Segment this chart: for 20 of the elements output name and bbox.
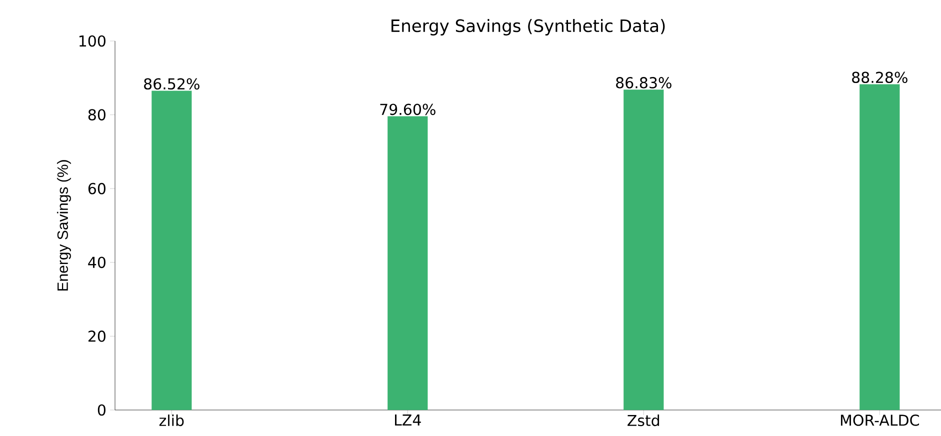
chart-title: Energy Savings (Synthetic Data) (392, 19, 665, 36)
bar (860, 84, 900, 410)
bar (388, 116, 428, 410)
x-tick-label: zlib (159, 414, 184, 426)
y-axis-title: Energy Savings (%) (56, 160, 71, 291)
data-label: 86.52% (144, 78, 200, 90)
data-label: 86.83% (616, 77, 672, 88)
y-tick-label: 40 (88, 256, 106, 268)
x-tick-label: Zstd (628, 414, 660, 426)
x-tick-label: LZ4 (395, 414, 421, 426)
data-label: 79.60% (380, 104, 436, 116)
y-tick-label: 0 (98, 404, 106, 416)
y-tick-label: 100 (79, 35, 106, 47)
y-tick-label: 80 (88, 109, 106, 120)
bar (624, 90, 664, 410)
x-tick-label: MOR-ALDC (840, 414, 919, 426)
y-tick-label: 60 (88, 182, 106, 194)
bar (152, 90, 192, 410)
y-tick-label: 20 (88, 330, 106, 342)
data-label: 88.28% (852, 72, 908, 84)
